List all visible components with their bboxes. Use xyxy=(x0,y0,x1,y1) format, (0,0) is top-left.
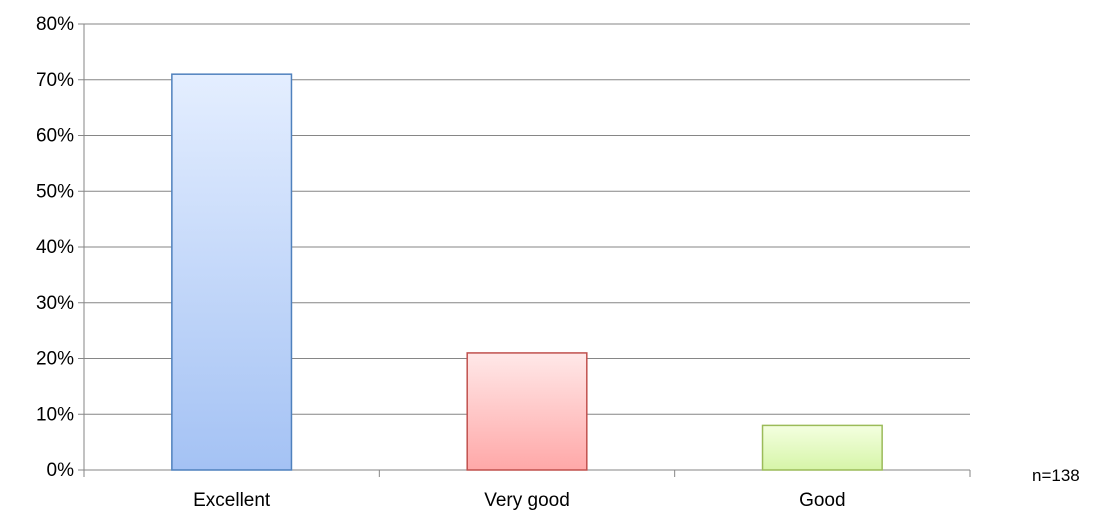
bar-very-good xyxy=(466,352,588,471)
y-tick-label: 40% xyxy=(36,237,74,258)
y-tick-label: 60% xyxy=(36,126,74,147)
x-category-label: Very good xyxy=(484,490,570,511)
x-category-label: Excellent xyxy=(193,490,271,511)
y-tick-label: 70% xyxy=(36,70,74,91)
x-axis-category-labels: Excellent Very good Good xyxy=(193,490,845,511)
y-tick-label: 20% xyxy=(36,349,74,370)
y-tick-label: 0% xyxy=(47,460,75,481)
bar-good xyxy=(761,424,883,471)
x-category-label: Good xyxy=(799,490,845,511)
bars xyxy=(171,73,883,471)
bar-excellent xyxy=(171,73,293,471)
y-axis-tick-labels: 0% 10% 20% 30% 40% 50% 60% 70% 80% xyxy=(36,14,74,481)
y-tick-label: 10% xyxy=(36,404,74,425)
y-tick-label: 30% xyxy=(36,293,74,314)
sample-size-note: n=138 xyxy=(1032,466,1080,485)
y-tick-label: 80% xyxy=(36,14,74,35)
y-tick-label: 50% xyxy=(36,181,74,202)
